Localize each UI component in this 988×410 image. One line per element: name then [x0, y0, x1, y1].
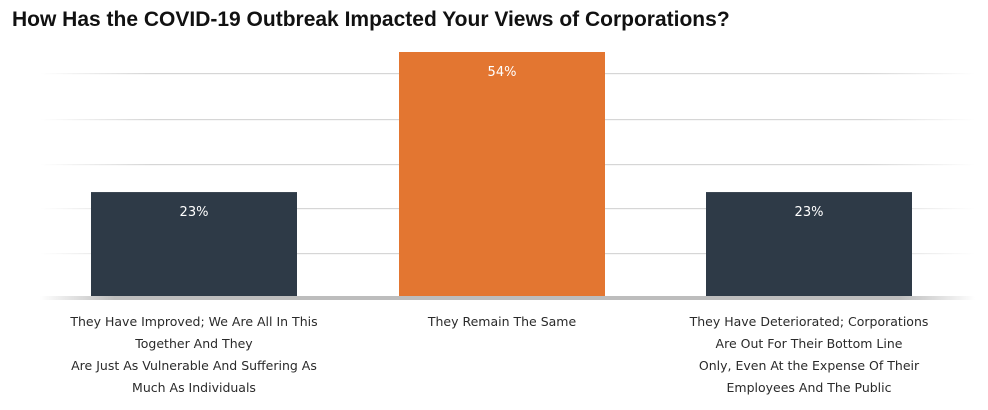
category-label-line: Employees And The Public [726, 380, 892, 395]
category-label-line: They Remain The Same [427, 314, 577, 329]
bar [91, 192, 297, 296]
category-label: They Remain The Same [352, 311, 652, 333]
bar [706, 192, 912, 296]
category-label: They Have Deteriorated; Corporations Are … [659, 311, 959, 399]
category-label: They Have Improved; We Are All In This To… [44, 311, 344, 399]
bars [91, 52, 912, 296]
category-label-line: Are Out For Their Bottom Line [715, 336, 903, 351]
data-label: 23% [180, 205, 209, 220]
data-labels: 23% 54% 23% [180, 65, 824, 220]
baseline [40, 296, 975, 300]
category-label-line: They Have Deteriorated; Corporations [689, 314, 929, 329]
data-label: 54% [488, 65, 517, 80]
category-label-line: Together And They [135, 336, 253, 351]
category-label-line: They Have Improved; We Are All In This [70, 314, 318, 329]
chart-title: How Has the COVID-19 Outbreak Impacted Y… [12, 8, 730, 31]
category-label-line: Are Just As Vulnerable And Suffering As [71, 358, 317, 373]
data-label: 23% [795, 205, 824, 220]
category-label-line: Much As Individuals [132, 380, 256, 395]
bar [399, 52, 605, 296]
category-label-line: Only, Even At the Expense Of Their [698, 358, 920, 373]
